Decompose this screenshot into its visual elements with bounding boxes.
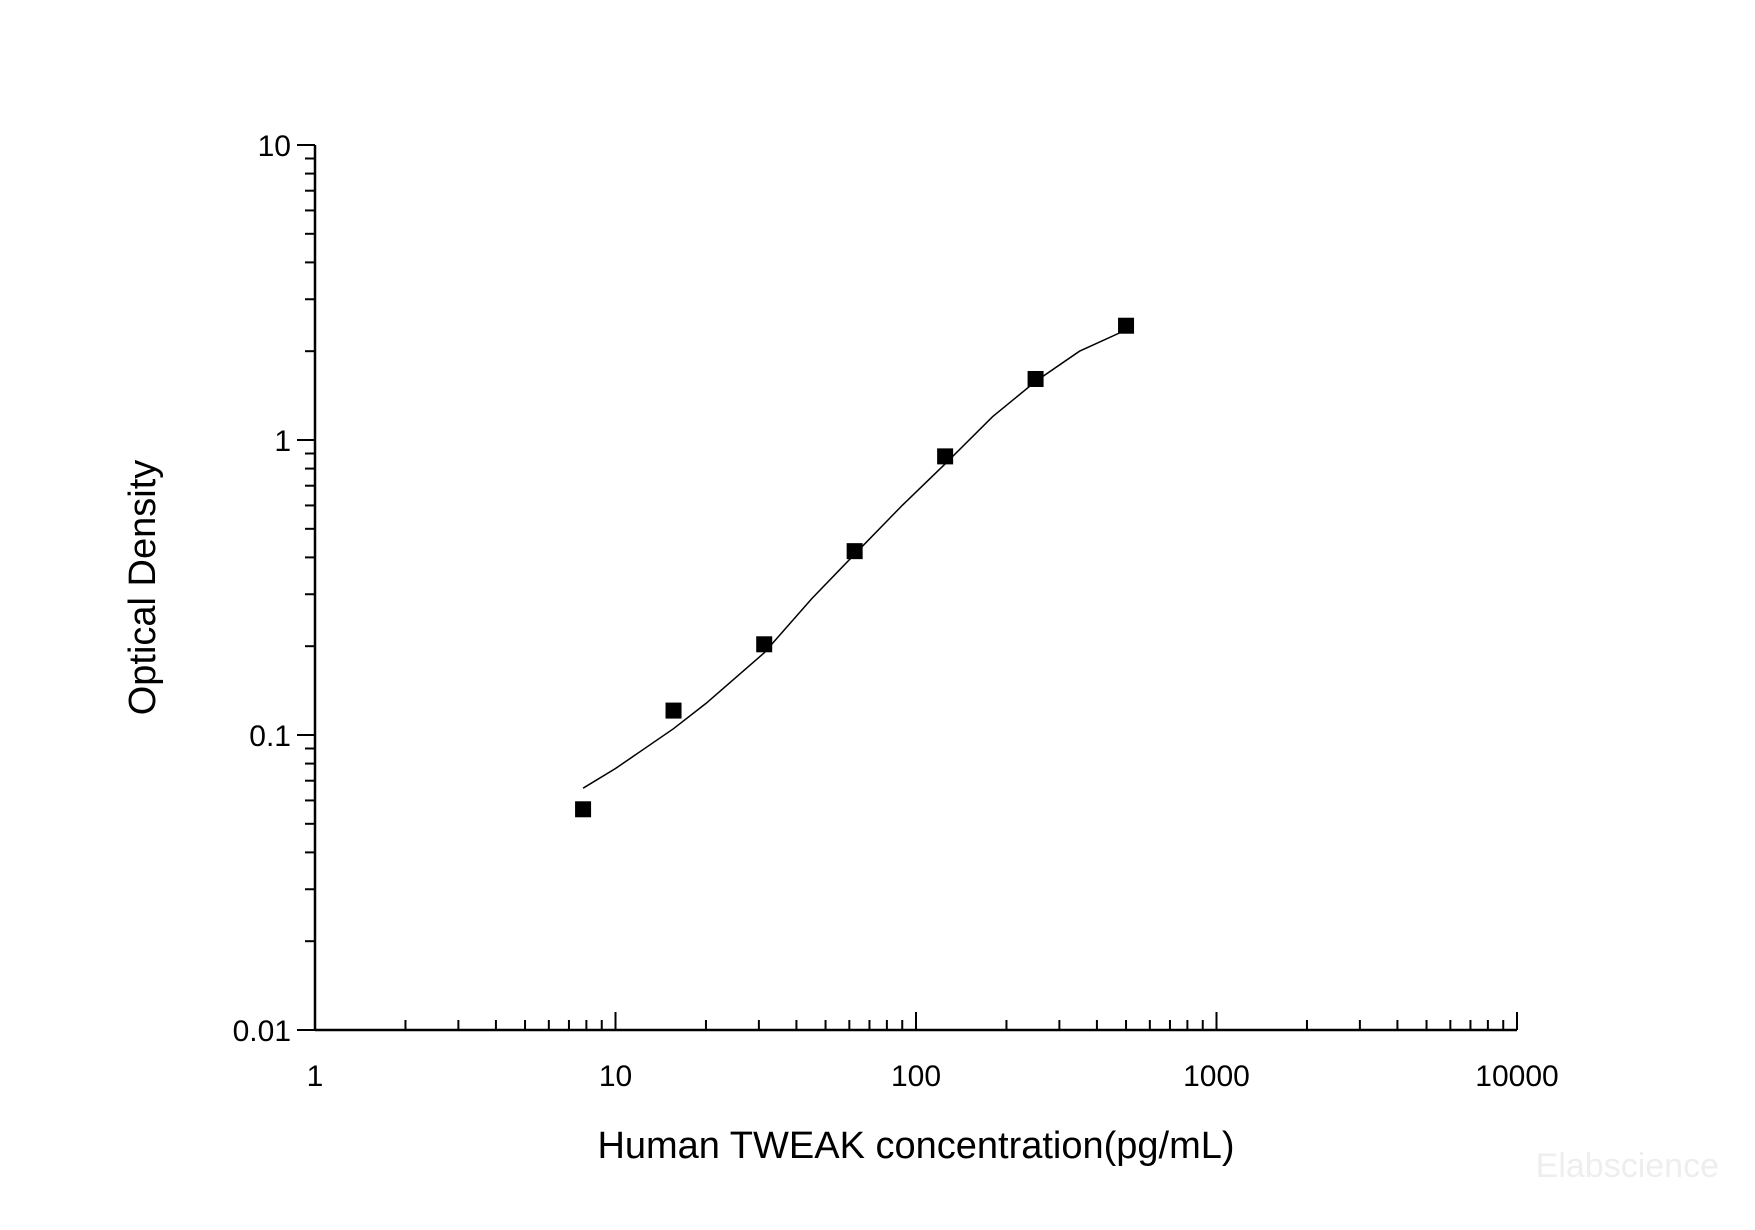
x-tick-label: 100 (891, 1060, 941, 1093)
watermark-logo: Elabscience (1535, 1147, 1719, 1185)
y-tick-label: 10 (258, 130, 291, 163)
y-axis-title: Optical Density (122, 460, 164, 716)
data-point (937, 448, 954, 465)
data-point (846, 543, 863, 560)
x-axis-title: Human TWEAK concentration(pg/mL) (597, 1125, 1234, 1167)
x-tick-label: 10000 (1475, 1060, 1558, 1093)
data-point (1118, 317, 1135, 334)
axes (313, 145, 1517, 1032)
y-tick-label: 1 (274, 425, 291, 458)
data-point (756, 636, 773, 653)
x-tick-label: 10 (599, 1060, 632, 1093)
x-tick-label: 1 (307, 1060, 324, 1093)
data-point (575, 801, 592, 818)
data-point (1027, 370, 1044, 387)
ticks (297, 144, 1518, 1031)
data-points-layer (575, 317, 1135, 818)
y-tick-label: 0.1 (249, 720, 291, 753)
y-tick-label: 0.01 (233, 1015, 291, 1048)
tick-labels: 1 10 100 1000 10000 0.01 0.1 1 10 (233, 130, 1559, 1093)
x-tick-label: 1000 (1183, 1060, 1250, 1093)
data-point (665, 702, 682, 719)
